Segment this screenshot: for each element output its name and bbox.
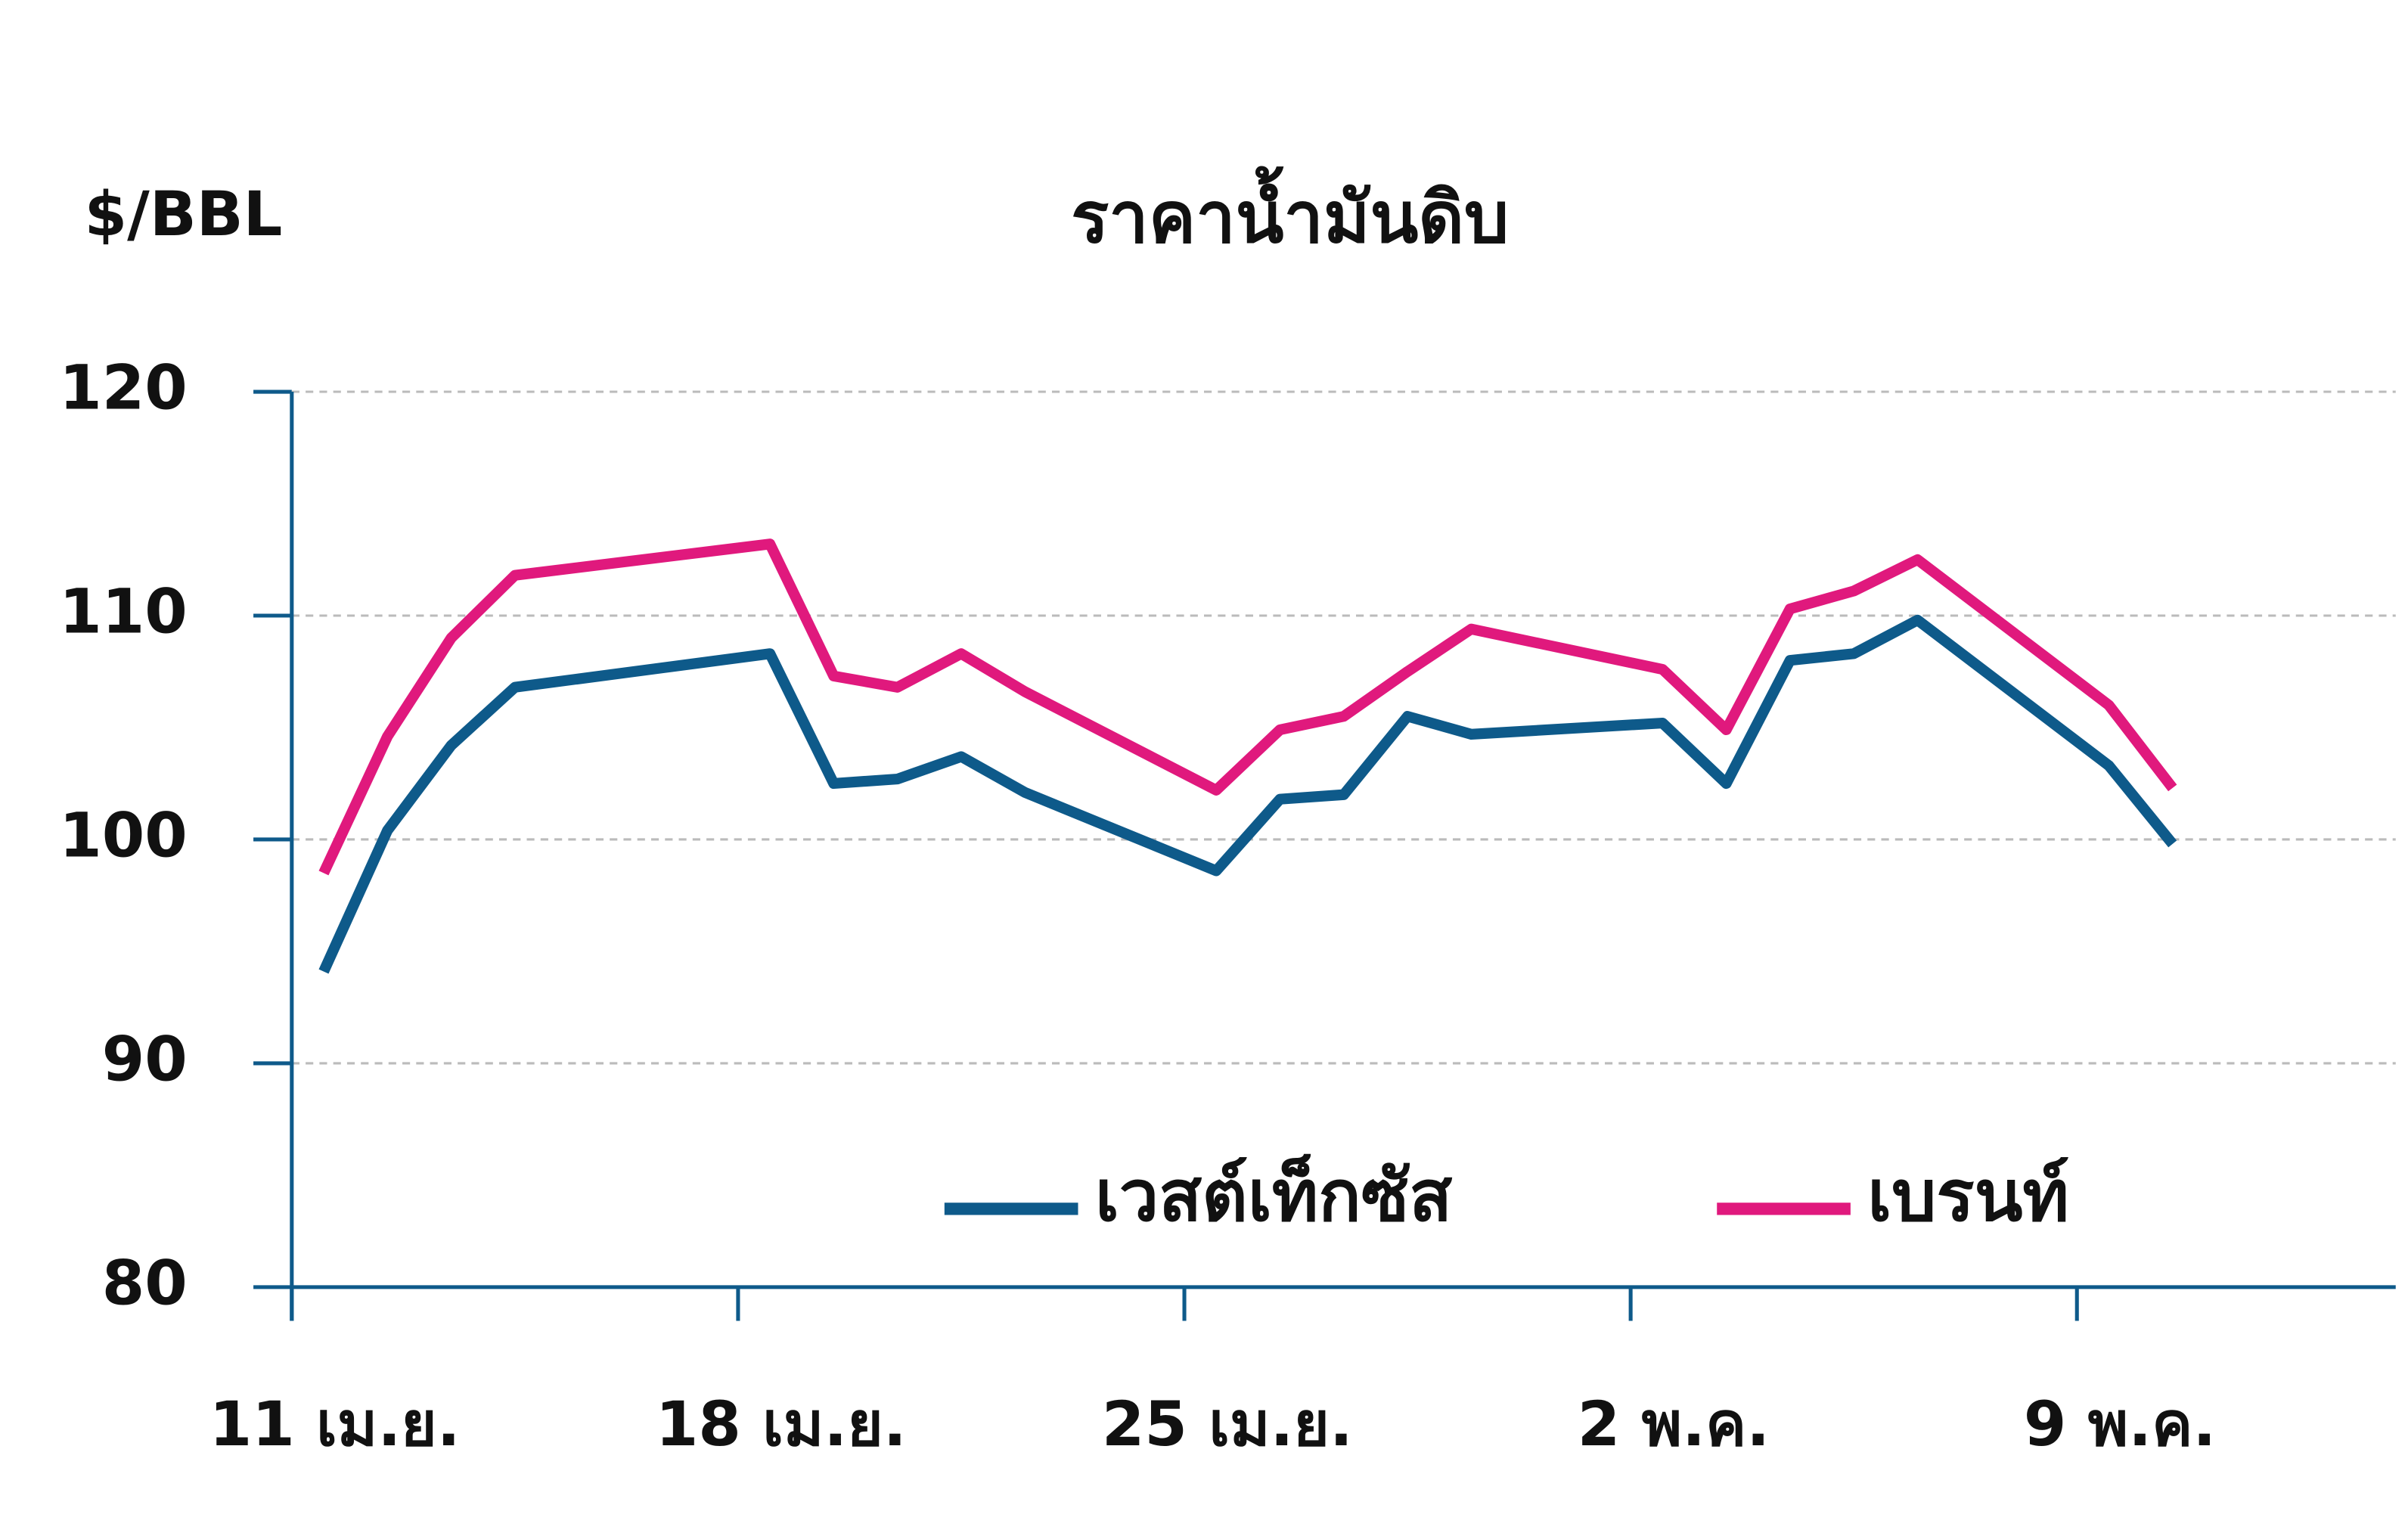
series-line [318, 538, 2177, 876]
chart-title: ราคาน้ำมันดิบ [1071, 166, 1509, 259]
y-tick-label: 80 [102, 1248, 188, 1319]
x-tick-label: 9 พ.ค. [2024, 1389, 2216, 1460]
legend-label: เบรนท์ [1867, 1156, 2069, 1238]
x-tick-label: 25 เม.ย. [1102, 1389, 1353, 1460]
y-axis-label: $/BBL [85, 179, 283, 250]
x-tick-label: 11 เม.ย. [209, 1389, 461, 1460]
y-tick-label: 100 [59, 800, 188, 871]
x-tick-label: 18 เม.ย. [656, 1389, 907, 1460]
y-tick-label: 90 [102, 1024, 188, 1095]
y-tick-label: 110 [59, 576, 188, 647]
legend-label: เวสต์เท็กซัส [1095, 1153, 1452, 1238]
y-tick-label: 120 [59, 352, 188, 424]
series-line [318, 614, 2177, 974]
x-tick-label: 2 พ.ค. [1578, 1389, 1770, 1460]
